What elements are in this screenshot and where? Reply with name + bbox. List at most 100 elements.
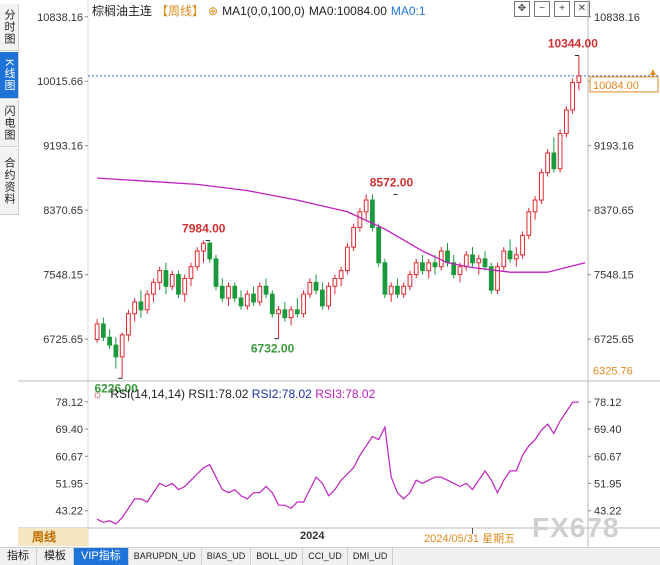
chart-toolbar: ✥ − + ✕ [514, 1, 590, 17]
up-arrow-icon: ▲ [648, 67, 658, 78]
candle-body [169, 274, 175, 287]
rsi-tick-label-right: 69.40 [594, 424, 622, 436]
candle-body [157, 270, 163, 283]
candle-body [463, 254, 469, 268]
crosshair-icon[interactable]: ✥ [514, 1, 530, 17]
side-tab-kline[interactable]: K线图 [0, 52, 19, 99]
candle-body [113, 344, 119, 358]
candle-body [495, 266, 500, 291]
candle-body [182, 277, 188, 295]
rsi-tick-label-left: 51.95 [55, 478, 83, 490]
candle-body [207, 242, 213, 260]
rsi-tick-label-right: 51.95 [594, 478, 622, 490]
candle-body [507, 250, 513, 260]
candle-body [332, 277, 338, 287]
period-label[interactable]: 周线 [18, 528, 88, 546]
candle-body [94, 323, 100, 341]
rsi-tick-label-right: 43.22 [594, 506, 622, 518]
candle-body [144, 293, 150, 311]
candle-body [363, 199, 369, 213]
candle-body [538, 172, 544, 201]
tab-cci[interactable]: CCI_UD [303, 548, 348, 565]
candle-body [226, 285, 231, 299]
rsi1-value: RSI1:78.02 [188, 387, 249, 401]
y-tick-label-left: 7548.15 [43, 270, 83, 282]
low-label: 6732.00 [251, 342, 295, 356]
candle-body [163, 270, 169, 287]
candle-body [176, 274, 181, 295]
candle-body [307, 281, 313, 295]
candle-body [445, 250, 450, 264]
candle-body [326, 285, 331, 307]
tab-barupdn[interactable]: BARUPDN_UD [129, 548, 202, 565]
candle-body [532, 199, 538, 213]
candle-body [388, 285, 394, 295]
rsi-tick-label-right: 78.12 [594, 397, 622, 409]
candle-body [545, 152, 550, 174]
candle-body [276, 309, 281, 315]
tab-indicators[interactable]: 指标 [0, 548, 37, 565]
candle-body [313, 281, 319, 291]
candle-body [201, 242, 206, 252]
candle-body [188, 266, 194, 279]
candle-body [282, 309, 288, 319]
side-tab-timeshare[interactable]: 分时图 [0, 4, 19, 51]
side-tab-flash[interactable]: 闪电图 [0, 100, 19, 147]
plus-circle-icon[interactable]: ⊕ [208, 4, 219, 18]
candle-body [263, 285, 269, 295]
candle-body [382, 262, 388, 295]
candle-body [488, 266, 494, 291]
zoom-out-icon[interactable]: − [534, 1, 550, 17]
zoom-in-icon[interactable]: + [554, 1, 570, 17]
candle-body [513, 254, 519, 260]
side-tab-contract[interactable]: 合约资料 [0, 148, 19, 215]
candle-body [119, 334, 125, 358]
close-icon[interactable]: ✕ [574, 1, 590, 17]
tab-bias[interactable]: BIAS_UD [202, 548, 252, 565]
candle-body [251, 293, 256, 303]
tab-vip-indicators[interactable]: VIP指标 [74, 548, 129, 565]
high-label: 8572.00 [370, 175, 414, 189]
candle-body [526, 211, 532, 236]
candle-body [238, 297, 244, 307]
low-label: 6226.00 [94, 381, 138, 395]
candle-body [413, 262, 419, 276]
x-axis-year-label: 2024 [300, 530, 325, 542]
rsi-tick-label-left: 43.22 [55, 506, 83, 518]
candle-body [376, 226, 382, 264]
gear-icon[interactable]: ☼ [92, 387, 103, 401]
tab-dmi[interactable]: DMI_UD [348, 548, 394, 565]
candle-body [107, 336, 113, 346]
y-tick-label-left: 10015.66 [37, 76, 83, 88]
candle-body [482, 258, 488, 268]
last-price-tag-box [589, 76, 659, 93]
candle-body [457, 266, 463, 276]
period-tag[interactable]: 【周线】 [156, 4, 205, 18]
candle-body [244, 293, 250, 307]
tab-template[interactable]: 模板 [37, 548, 74, 565]
watermark-logo: FX678 [532, 512, 620, 543]
candle-body [426, 262, 432, 272]
candle-body [520, 234, 525, 256]
candle-body [132, 301, 138, 315]
rsi-tick-label-left: 78.12 [55, 397, 83, 409]
candle-body [126, 313, 131, 336]
tab-boll[interactable]: BOLL_UD [251, 548, 304, 565]
rsi-tick-label-left: 69.40 [55, 424, 83, 436]
high-label: 7984.00 [182, 222, 226, 236]
candle-body [357, 211, 363, 228]
candle-body [294, 309, 300, 315]
ma0-suffix: MA0:1 [390, 4, 426, 18]
cursor-date: 2024/05/31 星期五 [424, 533, 516, 545]
y-tick-label-right: 10838.16 [594, 12, 640, 24]
candle-body [338, 270, 344, 279]
y-tick-label-right: 6725.65 [594, 334, 634, 346]
rsi-params: RSI(14,14,14) [110, 387, 186, 401]
candle-body [257, 285, 263, 303]
candle-body [269, 293, 275, 315]
rsi-line [96, 401, 579, 525]
candle-body [576, 75, 582, 83]
candle-body [101, 323, 106, 338]
candle-body [288, 309, 294, 319]
